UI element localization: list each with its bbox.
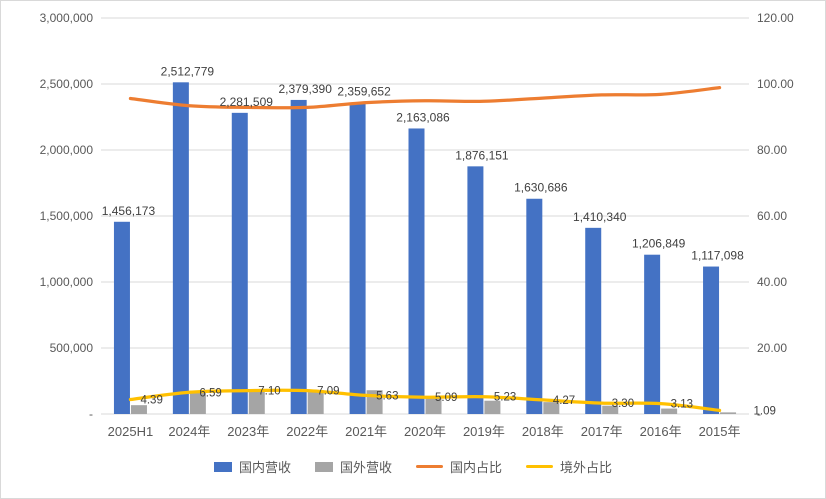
bar-data-label: 2,379,390 xyxy=(278,82,332,96)
overseas-share-line-swatch-icon xyxy=(526,464,554,469)
legend-label-foreign-revenue: 国外营收 xyxy=(339,460,392,475)
legend-label-domestic-share: 国内占比 xyxy=(450,460,503,475)
legend-item-foreign-revenue: 国外营收 xyxy=(314,457,392,476)
domestic-share-line xyxy=(128,85,722,110)
domestic-revenue-bar xyxy=(526,198,543,414)
domestic-revenue-bar xyxy=(703,266,720,414)
y-axis-right-tick-label: 120.00 xyxy=(757,11,794,25)
bar-data-label: 2,281,509 xyxy=(220,95,274,109)
domestic-revenue-bar xyxy=(231,112,248,414)
y-axis-right-tick-label: 80.00 xyxy=(757,143,787,157)
y-axis-right-tick-label: 20.00 xyxy=(757,341,787,355)
bar-data-label: 1,117,098 xyxy=(691,249,744,263)
foreign-revenue-bar xyxy=(307,390,324,414)
y-axis-right-tick-label: 40.00 xyxy=(757,275,787,289)
bar-data-label: 1,630,686 xyxy=(514,181,568,195)
x-axis-category-label: 2022年 xyxy=(286,424,328,439)
x-axis-category-label: 2025H1 xyxy=(108,424,154,439)
overseas-share-data-labels: 4.39 6.59 7.10 7.09 5.63 5.09 5.23 4.27 3.30 3.13… xyxy=(140,386,775,418)
line-data-label: 3.30 xyxy=(612,398,634,410)
y-axis-right-tick-label: - xyxy=(757,407,761,421)
domestic-revenue-bar xyxy=(349,102,366,414)
line-data-label: 4.27 xyxy=(553,395,575,407)
domestic-revenue-bar xyxy=(585,227,602,414)
foreign-revenue-bar xyxy=(661,408,678,414)
x-axis-category-label: 2024年 xyxy=(168,424,210,439)
foreign-revenue-bar xyxy=(720,412,737,414)
bar-data-label: 1,876,151 xyxy=(455,148,509,162)
foreign-revenue-bar xyxy=(248,390,265,414)
domestic-revenue-bar xyxy=(467,166,484,414)
y-axis-right-tick-label: 60.00 xyxy=(757,209,787,223)
y-axis-left-tick-label: 3,000,000 xyxy=(40,11,94,25)
y-axis-left-tick-label: 2,500,000 xyxy=(40,77,94,91)
overseas-share-line xyxy=(128,388,722,413)
bar-data-label: 1,456,173 xyxy=(102,204,156,218)
line-data-label: 5.23 xyxy=(494,392,516,404)
y-axis-right: - 20.00 40.00 60.00 80.00 100.00 120.00 xyxy=(757,11,794,421)
domestic-share-line-swatch-icon xyxy=(416,464,443,469)
x-axis-category-label: 2017年 xyxy=(581,424,623,439)
bar-data-label: 1,410,340 xyxy=(573,210,627,224)
x-axis-category-label: 2023年 xyxy=(227,424,269,439)
domestic-revenue-bar-swatch-icon xyxy=(213,461,232,472)
domestic-revenue-bar xyxy=(644,254,661,414)
y-axis-left: - 500,000 1,000,000 1,500,000 2,000,000 2,500… xyxy=(40,11,94,421)
y-axis-left-tick-label: 1,000,000 xyxy=(40,275,94,289)
domestic-revenue-bar xyxy=(408,128,425,414)
line-data-label: 5.09 xyxy=(435,392,457,404)
line-data-label: 3.13 xyxy=(671,399,693,411)
domestic-revenue-data-labels: 1,456,173 2,512,779 2,281,509 2,379,390 2,35… xyxy=(102,64,744,262)
bar-data-label: 2,512,779 xyxy=(161,64,215,78)
line-data-label: 6.59 xyxy=(199,387,221,399)
domestic-revenue-bar xyxy=(290,99,307,414)
legend-label-overseas-share: 境外占比 xyxy=(560,460,613,475)
domestic-revenue-bar xyxy=(113,221,130,414)
foreign-revenue-bar xyxy=(484,400,501,414)
line-data-label: 7.09 xyxy=(317,386,339,398)
legend-item-domestic-share: 国内占比 xyxy=(416,457,502,476)
legend: 国内营收 国外营收 国内占比 境外占比 xyxy=(1,457,825,476)
y-axis-left-tick-label: 500,000 xyxy=(50,341,94,355)
x-axis-category-label: 2020年 xyxy=(404,424,446,439)
legend-item-domestic-revenue: 国内营收 xyxy=(213,457,291,476)
foreign-revenue-bar-swatch-icon xyxy=(314,461,333,472)
bar-data-label: 1,206,849 xyxy=(632,237,686,251)
line-data-label: 4.39 xyxy=(140,395,162,407)
foreign-revenue-bar xyxy=(130,405,147,414)
line-data-label: 1.09 xyxy=(754,405,776,417)
foreign-revenue-bar xyxy=(602,405,619,414)
legend-label-domestic-revenue: 国内营收 xyxy=(238,460,291,475)
bar-data-label: 2,163,086 xyxy=(396,110,450,124)
y-axis-right-tick-label: 100.00 xyxy=(757,77,794,91)
gridlines xyxy=(101,17,749,415)
x-axis-category-label: 2016年 xyxy=(640,424,682,439)
y-axis-left-tick-label: - xyxy=(89,407,93,421)
domestic-revenue-bar xyxy=(172,82,189,414)
y-axis-left-tick-label: 2,000,000 xyxy=(40,143,94,157)
foreign-revenue-bar xyxy=(543,402,560,414)
x-axis: 2025H1 2024年 2023年 2022年 2021年 2020年 2019年 2018… xyxy=(108,424,741,439)
y-axis-left-tick-label: 1,500,000 xyxy=(40,209,94,223)
foreign-revenue-bar xyxy=(425,396,442,414)
line-data-label: 7.10 xyxy=(258,386,280,398)
x-axis-category-label: 2018年 xyxy=(522,424,564,439)
x-axis-category-label: 2019年 xyxy=(463,424,505,439)
series-domestic-revenue-bars xyxy=(113,82,720,414)
x-axis-category-label: 2021年 xyxy=(345,424,387,439)
line-data-label: 5.63 xyxy=(376,390,398,402)
foreign-revenue-bar xyxy=(189,390,206,414)
legend-item-overseas-share: 境外占比 xyxy=(526,457,612,476)
bar-data-label: 2,359,652 xyxy=(337,85,391,99)
x-axis-category-label: 2015年 xyxy=(699,424,741,439)
